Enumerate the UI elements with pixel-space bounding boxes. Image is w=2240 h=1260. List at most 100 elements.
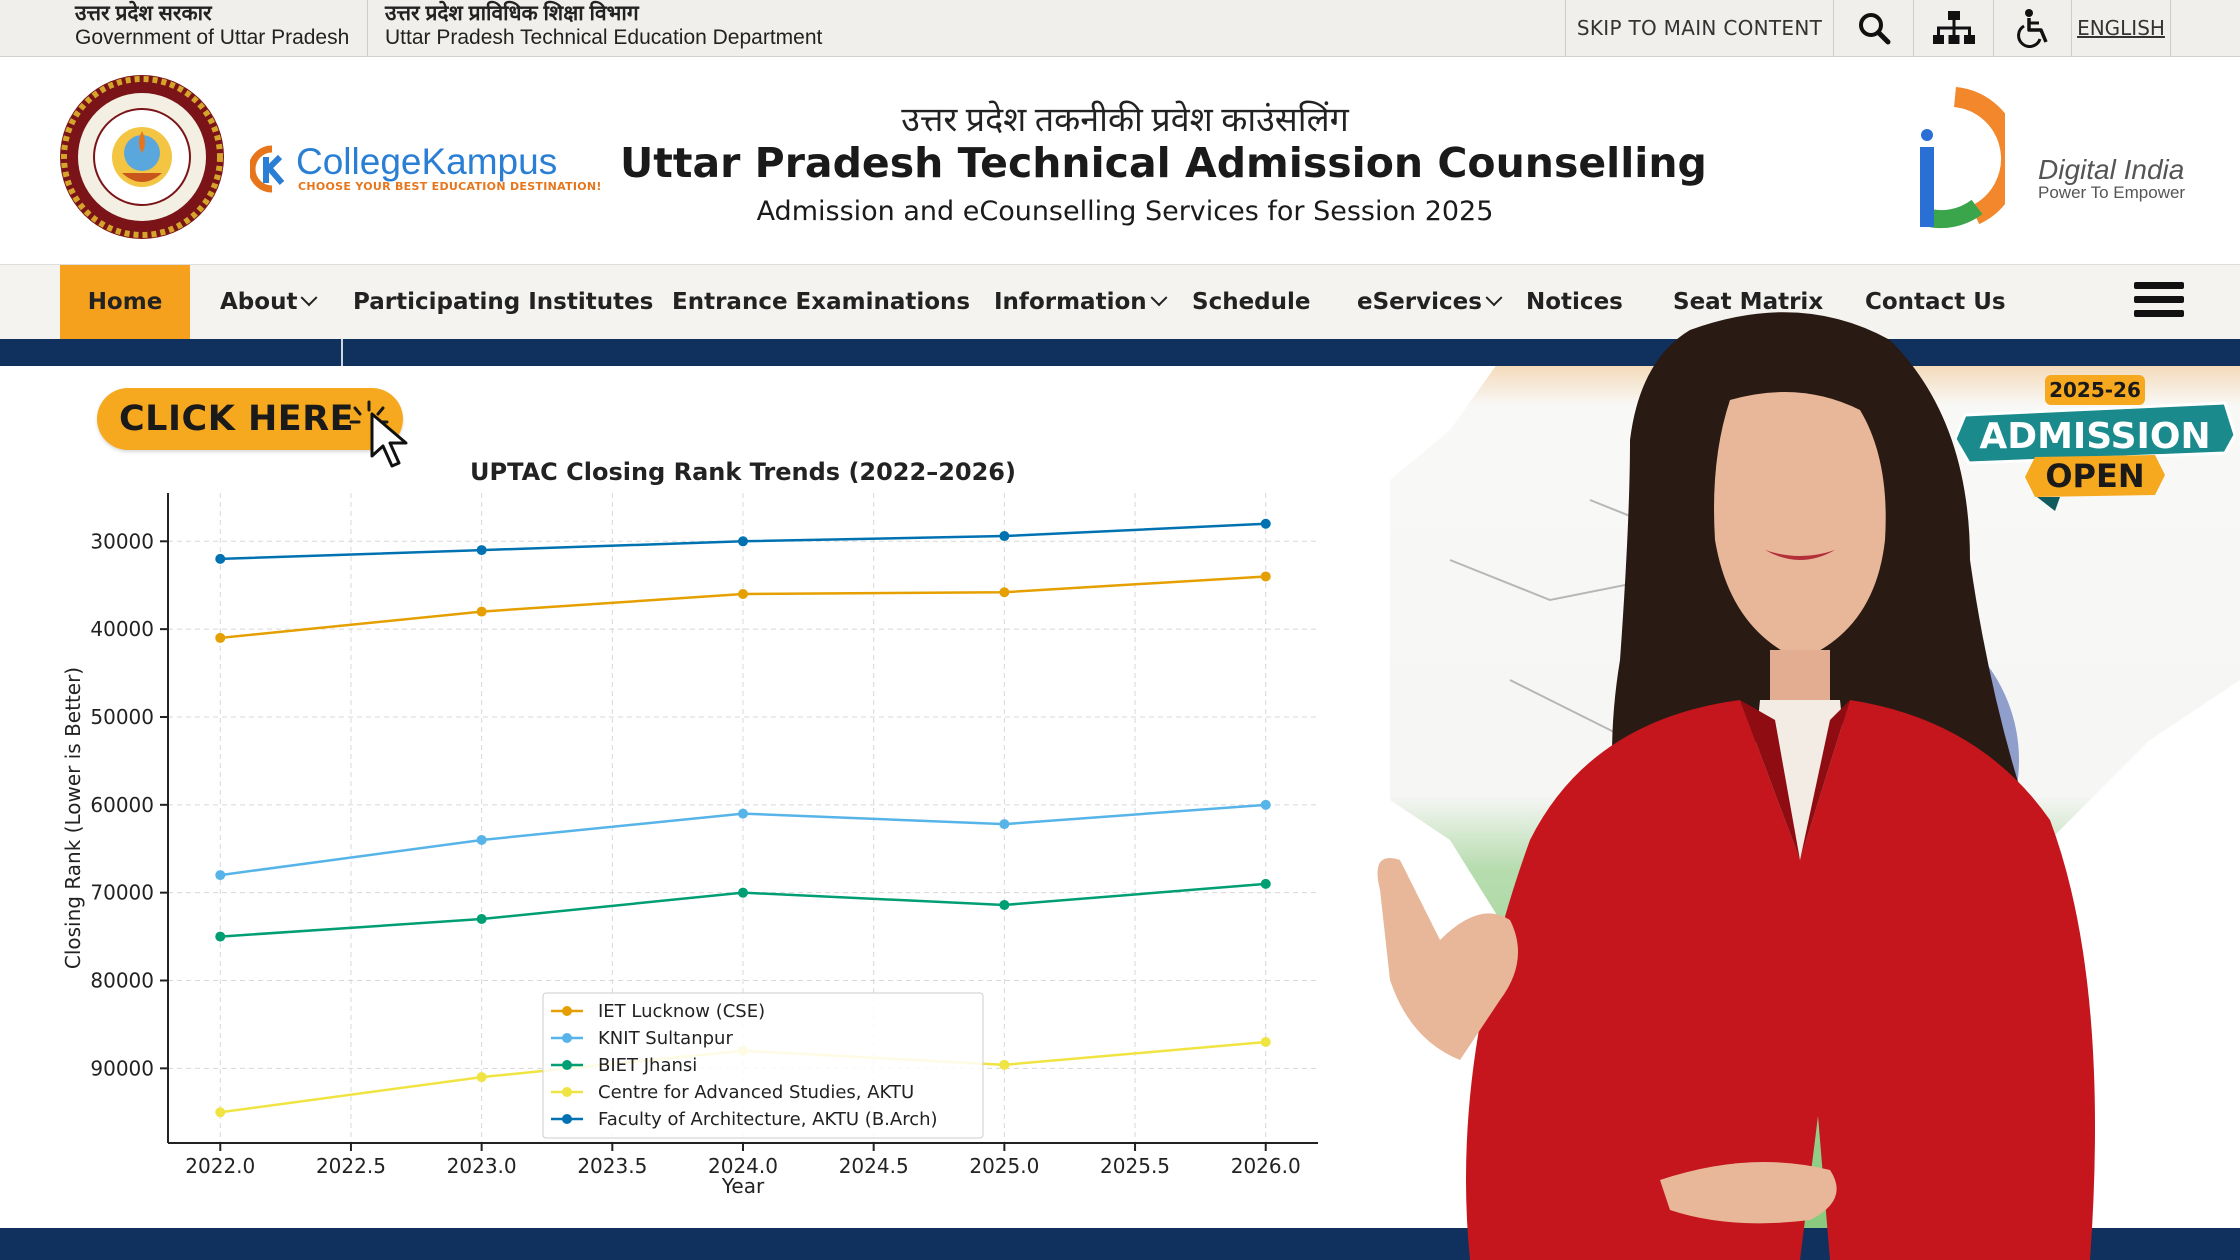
nav-home[interactable]: Home [60, 265, 190, 339]
legend-box [542, 992, 984, 1139]
data-point [476, 545, 487, 556]
aktu-seal-logo[interactable] [58, 73, 226, 241]
data-point [738, 589, 748, 600]
chevron-down-icon [1150, 289, 1168, 307]
x-tick-label: 2022.0 [185, 1154, 255, 1178]
gov-dept-block[interactable]: उत्तर प्रदेश प्राविधिक शिक्षा विभाग Utta… [385, 2, 822, 50]
legend-marker [562, 1033, 572, 1043]
accessibility-icon [2016, 9, 2048, 48]
x-tick-label: 2023.0 [447, 1154, 517, 1178]
hamburger-menu-icon[interactable] [2134, 282, 2184, 322]
data-point [1260, 1036, 1271, 1047]
nav-participating-institutes[interactable]: Participating Institutes [353, 265, 653, 339]
nav-information[interactable]: Information [994, 265, 1168, 339]
legend-marker [562, 1060, 572, 1070]
gov-dept-english: Uttar Pradesh Technical Education Depart… [385, 26, 823, 49]
nav-participating-institutes-label: Participating Institutes [353, 289, 654, 315]
nav-notices-label: Notices [1526, 289, 1623, 315]
data-point [476, 834, 487, 845]
x-tick-label: 2026.0 [1231, 1154, 1301, 1178]
gov-up-english: Government of Uttar Pradesh [75, 26, 350, 49]
x-tick-label: 2024.0 [708, 1154, 778, 1178]
data-point [738, 887, 748, 898]
data-point [1260, 571, 1271, 582]
sitemap-icon [1932, 11, 1975, 44]
data-point [215, 632, 226, 643]
data-point [999, 899, 1010, 910]
divider [367, 0, 368, 56]
nav-contact-us[interactable]: Contact Us [1865, 265, 2006, 339]
digital-india-text: Digital India [2038, 154, 2185, 185]
gov-up-block[interactable]: उत्तर प्रदेश सरकार Government of Uttar P… [75, 2, 349, 50]
data-point [1260, 518, 1271, 529]
nav-seat-matrix[interactable]: Seat Matrix [1673, 265, 1823, 339]
chart-title: UPTAC Closing Rank Trends (2022–2026) [470, 458, 1016, 486]
admission-open-badge[interactable]: 2025-26 ADMISSION OPEN [1955, 375, 2235, 525]
data-point [999, 531, 1010, 542]
data-point [1260, 799, 1271, 810]
nav-seat-matrix-label: Seat Matrix [1673, 289, 1824, 315]
y-tick-label: 40000 [90, 617, 154, 641]
y-tick-label: 30000 [90, 529, 154, 553]
y-tick-label: 80000 [90, 969, 154, 993]
main-nav: Home About Participating Institutes Entr… [0, 265, 2240, 339]
nav-about-label: About [220, 289, 298, 315]
nav-home-label: Home [87, 289, 163, 315]
nav-entrance-examinations[interactable]: Entrance Examinations [672, 265, 970, 339]
data-point [476, 914, 487, 925]
data-point [215, 870, 226, 881]
data-point [999, 819, 1010, 830]
y-tick-label: 90000 [90, 1056, 154, 1080]
legend-label: Centre for Advanced Studies, AKTU [598, 1082, 914, 1103]
legend-label: KNIT Sultanpur [598, 1028, 733, 1049]
search-icon [1858, 13, 1890, 45]
nav-notices[interactable]: Notices [1526, 265, 1623, 339]
digital-india-tagline: Power To Empower [2038, 183, 2186, 202]
nav-schedule-label: Schedule [1192, 289, 1311, 315]
x-tick-label: 2022.5 [316, 1154, 386, 1178]
admission-line1: ADMISSION [1979, 416, 2210, 457]
college-kampus-name: CollegeKampus [296, 141, 558, 182]
gov-top-bar: उत्तर प्रदेश सरकार Government of Uttar P… [0, 0, 2240, 57]
gov-up-hindi: उत्तर प्रदेश सरकार [75, 2, 212, 25]
chart-x-label: Year [721, 1174, 765, 1198]
gov-dept-hindi: उत्तर प्रदेश प्राविधिक शिक्षा विभाग [385, 2, 639, 25]
cursor-arrow-icon [370, 412, 408, 468]
nav-contact-us-label: Contact Us [1865, 289, 2006, 315]
sitemap-button[interactable] [1913, 0, 1993, 56]
x-tick-label: 2023.5 [577, 1154, 647, 1178]
data-point [215, 1107, 226, 1118]
header-hindi-title: उत्तर प्रदेश तकनीकी प्रवेश काउंसलिंग [901, 102, 1349, 139]
y-tick-label: 50000 [90, 705, 154, 729]
data-point [215, 931, 226, 942]
data-point [738, 536, 748, 547]
legend-label: BIET Jhansi [598, 1055, 697, 1076]
nav-entrance-examinations-label: Entrance Examinations [672, 289, 971, 315]
chart-ticks: 2022.0 2022.5 2023.0 2023.5 2024.0 2024.5 2025… [90, 529, 1300, 1178]
search-button[interactable] [1833, 0, 1913, 56]
nav-eservices-label: eServices [1357, 289, 1482, 315]
nav-about[interactable]: About [220, 265, 318, 339]
accessibility-button[interactable] [1993, 0, 2071, 56]
skip-to-main-content-link[interactable]: SKIP TO MAIN CONTENT [1565, 0, 1833, 56]
data-point [476, 606, 487, 617]
data-point [999, 587, 1010, 598]
x-tick-label: 2025.5 [1100, 1154, 1170, 1178]
y-tick-label: 70000 [90, 881, 154, 905]
page-subtitle: Admission and eCounselling Services for … [756, 196, 1494, 227]
legend-marker [562, 1114, 572, 1124]
admission-line2: OPEN [2045, 457, 2144, 495]
nav-schedule[interactable]: Schedule [1192, 265, 1311, 339]
legend-label: IET Lucknow (CSE) [598, 1001, 765, 1022]
college-kampus-tagline: CHOOSE YOUR BEST EDUCATION DESTINATION! [298, 180, 602, 193]
legend-marker [562, 1006, 572, 1016]
nav-information-label: Information [994, 289, 1147, 315]
nav-eservices[interactable]: eServices [1357, 265, 1503, 339]
data-point [738, 808, 748, 819]
site-header: CollegeKampus CHOOSE YOUR BEST EDUCATION… [0, 57, 2240, 265]
click-here-button[interactable]: CLICK HERE [97, 388, 403, 450]
digital-india-logo[interactable] [1905, 87, 2005, 237]
data-point [1260, 878, 1271, 889]
language-link[interactable]: ENGLISH [2071, 0, 2171, 56]
closing-rank-chart: 2022.0 2022.5 2023.0 2023.5 2024.0 2024.5 2025… [61, 458, 1318, 1198]
